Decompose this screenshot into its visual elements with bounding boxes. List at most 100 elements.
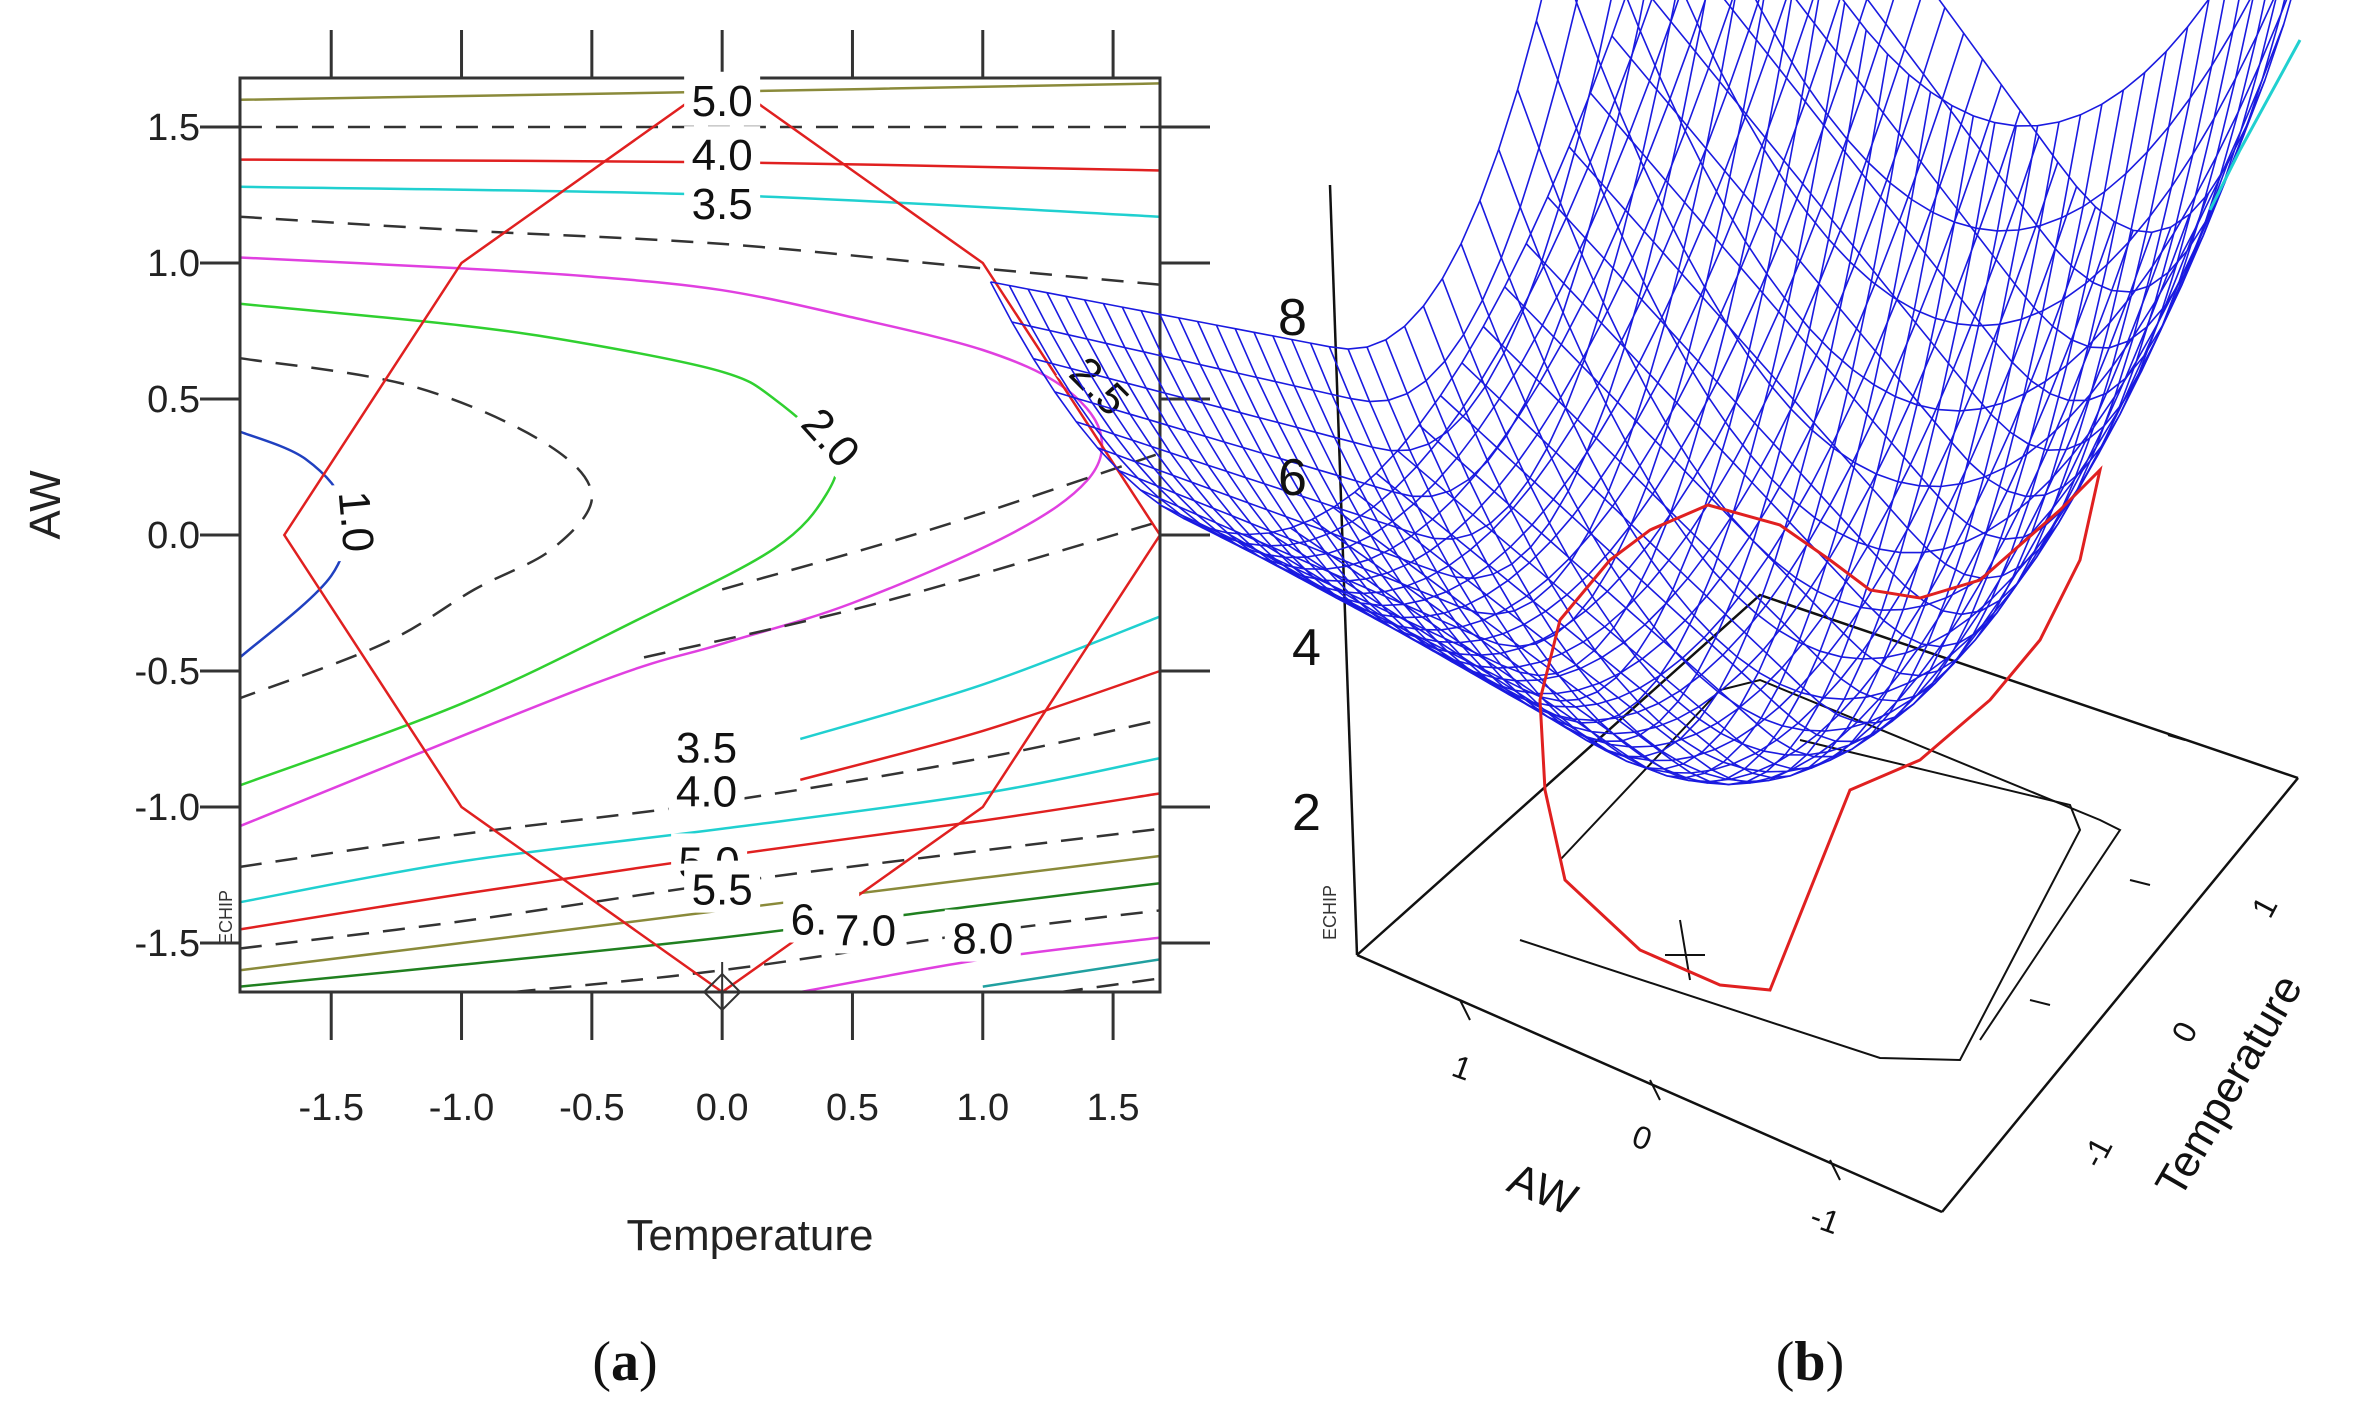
contour-label-background [330,481,389,562]
mesh-line [1033,0,1612,452]
contour-line [239,215,1161,286]
y-tick-label: 1.0 [147,243,200,285]
temperature-tick-mark [2167,734,2186,741]
contour-label-background [668,762,745,815]
contour-lines [239,82,1161,994]
temperature-axis-title: Temperature [2146,967,2312,1205]
mesh-line [1065,0,1733,583]
base-back-edge [1356,593,2299,956]
mesh-line [1347,186,2078,774]
panel-letter-a: a [611,1331,639,1393]
mesh-line [1177,0,1895,657]
contour-line [1060,977,1161,994]
y-tick-label: -1.0 [135,787,200,829]
mesh-line [1626,0,2288,412]
contour-label: 4.0 [676,768,737,817]
contour-label: 5.0 [692,77,753,126]
mesh-line [1140,0,1841,631]
aw-axis-ticks: 1 0 -1 AW [1448,999,1845,1242]
mesh-line [1397,125,2039,770]
aw-tick-label: -1 [1806,1198,1845,1242]
contour-label-background [684,71,761,124]
y-tick-label: 1.5 [147,107,200,149]
aw-tick-mark [1649,1079,1661,1101]
mesh-line [1611,0,2240,498]
contour-label-background [827,901,904,954]
contour-label-background [944,909,1021,962]
response-surface-mesh [989,0,2292,786]
mesh-line [1290,91,1932,779]
mesh-line [1046,0,1707,571]
x-axis-title: Temperature [626,1211,873,1260]
aw-tick-label: 0 [1628,1118,1657,1158]
y-tick-label: 0.0 [147,515,200,557]
z-tick-label: 6 [1278,449,1307,507]
x-tick-label: -0.5 [559,1087,624,1129]
x-tick-label: 1.0 [956,1087,1009,1129]
contour-line [799,669,1161,782]
x-tick-label: -1.0 [429,1087,494,1129]
floor-outer-outline [1519,739,2082,1062]
mesh-line [1011,0,1579,403]
contour-line [239,356,594,700]
mesh-line [1755,0,2251,232]
z-tick-label: 8 [1278,289,1307,347]
mesh-line [1159,0,1868,644]
mesh-line [1272,84,2003,722]
contour-label-background [788,390,878,482]
mesh-line [1161,0,1793,677]
mesh-line [1385,221,2116,786]
y-tick-label: -1.5 [135,923,200,965]
x-tick-label: 1.5 [1087,1087,1140,1129]
axis-ticks: -1.5 -1.0 -0.5 0.0 0.5 1.0 1.5 1.5 1.0 0.5 0.0 -0.5… [135,30,1210,1129]
panel-label-a: (a) [592,1331,657,1393]
contour-line [799,615,1161,741]
contour-label-background [684,175,761,228]
mesh-line [1547,26,2189,616]
x-tick-label: 0.5 [826,1087,879,1129]
temperature-tick-label: 1 [2244,891,2284,924]
echip-watermark: ECHIP [216,890,236,945]
aw-tick-mark [1829,1159,1841,1181]
mesh-line [1008,0,1653,547]
contour-label-background [668,719,745,772]
temperature-tick-label: -1 [2074,1131,2119,1173]
mesh-line [1375,125,2017,779]
contour-line [239,256,1104,828]
contour-label: 1.0 [329,489,383,554]
mesh-line [1574,0,2285,488]
mesh-line [1422,232,2153,773]
mesh-line [1140,0,1765,648]
surface-plot-panel: 8 6 4 2 1 0 -1 AW 1 0 -1 Temperature ECH… [989,0,2312,1393]
mesh-line [1097,0,1707,580]
surface-design-region [1538,465,2103,992]
aw-tick-label: 1 [1448,1048,1477,1088]
mesh-line [1215,7,1946,682]
panel-letter-b: b [1794,1331,1825,1393]
contour-label: 5.5 [692,866,753,915]
aw-tick-mark [1459,999,1471,1021]
mesh-line [1290,110,2021,735]
mesh-line [1309,136,2040,748]
contour-label-background [684,126,761,179]
mesh-line [1102,0,1787,607]
temperature-tick-mark [2129,879,2151,886]
contour-line [239,881,1161,988]
mesh-line [989,0,1626,536]
contour-line [643,520,1161,659]
base-right-edge [1941,777,2299,1213]
floor-inner-outline [1559,678,2122,1041]
y-tick-label: -0.5 [135,651,200,693]
y-tick-label: 0.5 [147,379,200,421]
echip-watermark: ECHIP [1320,885,1340,940]
surface-cyan-edge [2208,39,2302,211]
vertical-axis [1328,184,1359,956]
z-axis-ticks: 8 6 4 2 [1278,289,1321,842]
z-tick-label: 4 [1292,619,1321,677]
contour-line [239,302,838,787]
contour-label: 7.0 [835,906,896,955]
mesh-line [1075,0,1676,540]
panel-label-b: (b) [1776,1331,1844,1393]
mesh-line [1497,149,2228,660]
